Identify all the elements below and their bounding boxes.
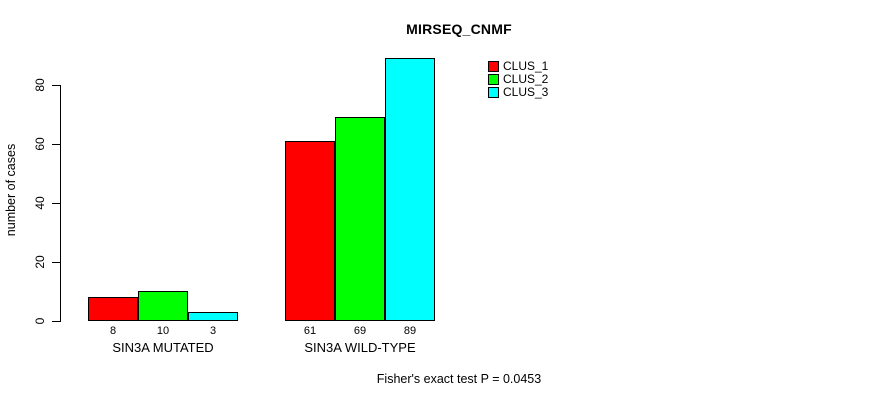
fisher-test-annotation: Fisher's exact test P = 0.0453: [376, 372, 542, 386]
legend-item: CLUS_3: [488, 85, 549, 99]
y-axis-label: number of cases: [4, 143, 18, 237]
x-category-label: SIN3A WILD-TYPE: [304, 340, 416, 355]
y-tick-label: 60: [33, 137, 47, 151]
bar-value-label: 8: [109, 325, 117, 337]
legend-swatch: [488, 87, 499, 98]
legend: CLUS_1 CLUS_2 CLUS_3: [488, 59, 549, 100]
y-tick-label: 0: [33, 317, 47, 325]
chart-title: MIRSEQ_CNMF: [406, 21, 512, 37]
y-tick-label: 20: [33, 255, 47, 269]
bar-clus_3-sin3a-mutated: [188, 312, 238, 321]
legend-item: CLUS_2: [488, 72, 549, 86]
legend-label: CLUS_2: [503, 72, 549, 86]
bar-clus_2-sin3a-mutated: [138, 291, 188, 321]
y-tick-mark: [52, 85, 61, 86]
bar-clus_3-sin3a-wild-type: [385, 58, 435, 321]
y-tick-mark: [52, 144, 61, 145]
legend-swatch: [488, 61, 499, 72]
legend-swatch: [488, 74, 499, 85]
y-tick-mark: [52, 203, 61, 204]
legend-item: CLUS_1: [488, 59, 549, 73]
bar-clus_1-sin3a-wild-type: [285, 141, 335, 321]
bar-value-label: 69: [353, 325, 367, 337]
y-tick-mark: [52, 321, 61, 322]
bar-value-label: 10: [156, 325, 170, 337]
y-tick-label: 80: [33, 78, 47, 92]
bar-clus_1-sin3a-mutated: [88, 297, 138, 321]
bar-clus_2-sin3a-wild-type: [335, 117, 385, 321]
bar-value-label: 3: [209, 325, 217, 337]
legend-label: CLUS_3: [503, 85, 549, 99]
bar-value-label: 89: [403, 325, 417, 337]
y-tick-label: 40: [33, 196, 47, 210]
bar-value-label: 61: [303, 325, 317, 337]
x-category-label: SIN3A MUTATED: [112, 340, 214, 355]
y-tick-mark: [52, 262, 61, 263]
legend-label: CLUS_1: [503, 59, 549, 73]
